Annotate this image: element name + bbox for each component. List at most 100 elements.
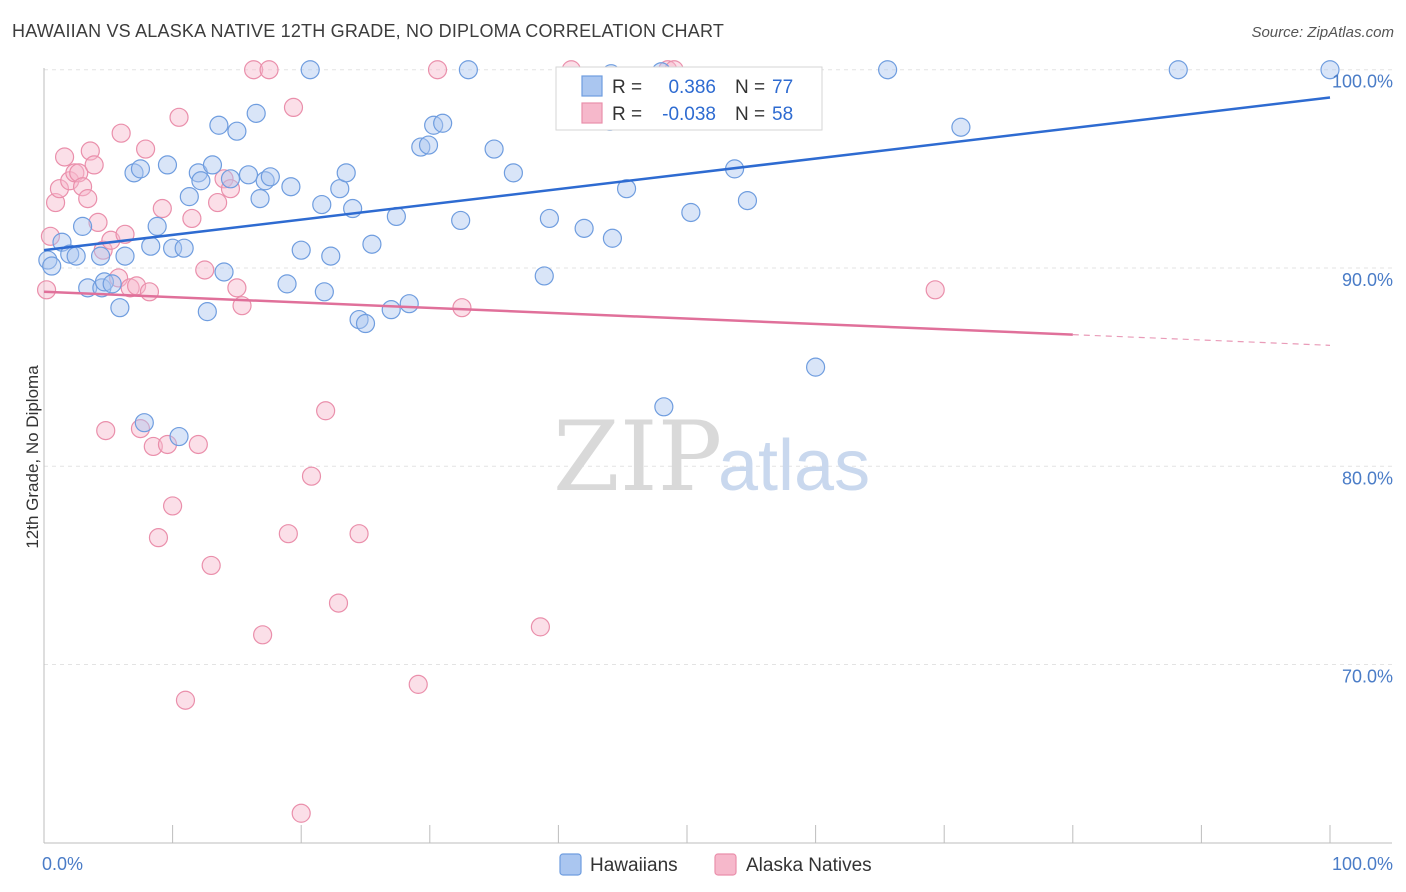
alaska-natives-point-48 <box>328 593 349 613</box>
hawaiians-point-38 <box>291 240 311 260</box>
hawaiians-point-56 <box>451 210 471 231</box>
alaska-natives-point-28 <box>163 496 183 516</box>
hawaiians-point-30 <box>227 121 247 141</box>
alaska-natives-point-3 <box>49 179 70 199</box>
hawaiians-point-72 <box>951 117 971 137</box>
hawaiians-point-62 <box>574 218 594 238</box>
hawaiians-point-27 <box>209 115 229 135</box>
y-tick-label-3: 70.0% <box>1342 667 1393 687</box>
alaska-natives-point-27 <box>157 434 178 455</box>
alaska-natives-point-34 <box>201 555 221 576</box>
alaska-natives-point-1 <box>40 226 61 246</box>
legend-r-label-2: R = <box>612 104 642 125</box>
hawaiians-point-44 <box>336 163 356 183</box>
hawaiians-point-25 <box>197 302 217 322</box>
alaska-natives-point-25 <box>148 528 169 548</box>
hawaiians-point-15 <box>134 413 154 433</box>
alaska-natives-point-40 <box>244 60 264 80</box>
alaska-natives-point-26 <box>152 198 172 219</box>
hawaiians-point-12 <box>115 246 135 266</box>
y-tick-label-2: 80.0% <box>1342 468 1393 488</box>
hawaiians-point-48 <box>362 234 382 254</box>
alaska-natives-point-29 <box>169 107 189 127</box>
correlation-legend: R = 0.386 N = 77 R = -0.038 N = 58 <box>555 66 823 131</box>
axes <box>43 68 1392 844</box>
legend-r-value-2: -0.038 <box>662 104 716 125</box>
legend-swatch-blue <box>581 75 603 97</box>
alaska-natives-point-50 <box>408 674 428 694</box>
bottom-legend-alaska-natives: Alaska Natives <box>746 855 872 876</box>
alaska-natives-point-12 <box>88 212 108 233</box>
hawaiians-point-33 <box>250 189 270 209</box>
watermark: ZIP atlas <box>553 401 870 513</box>
alaska-natives-point-44 <box>283 97 304 118</box>
alaska-natives-point-24 <box>143 436 163 457</box>
hawaiians-point-70 <box>805 357 826 377</box>
hawaiians-point-73 <box>1168 60 1188 80</box>
hawaiians-point-18 <box>157 155 178 175</box>
hawaiians-point-57 <box>458 60 478 80</box>
alaska-natives-point-0 <box>36 280 57 300</box>
legend-swatch-pink <box>581 102 603 124</box>
legend-n-value-1: 77 <box>772 77 793 98</box>
alaska-natives-point-9 <box>78 189 98 209</box>
chart-title: HAWAIIAN VS ALASKA NATIVE 12TH GRADE, NO… <box>12 21 725 41</box>
alaska-natives-trend-line-extension <box>1072 334 1331 346</box>
watermark-zip: ZIP <box>553 401 722 513</box>
hawaiians-point-52 <box>411 137 431 157</box>
hawaiians-point-47 <box>355 313 376 334</box>
alaska-natives-point-8 <box>72 177 93 197</box>
hawaiians-point-5 <box>72 216 93 236</box>
hawaiians-point-14 <box>130 159 151 179</box>
hawaiians-point-20 <box>169 426 189 447</box>
hawaiians-point-66 <box>654 397 674 417</box>
watermark-atlas: atlas <box>718 426 870 506</box>
hawaiians-point-65 <box>616 179 637 199</box>
hawaiians-point-24 <box>191 171 211 191</box>
hawaiians-point-29 <box>220 169 241 189</box>
bottom-legend-hawaiians: Hawaiians <box>590 855 678 876</box>
hawaiians-point-28 <box>214 262 234 282</box>
alaska-natives-point-14 <box>96 420 116 441</box>
hawaiians-point-67 <box>681 202 701 223</box>
alaska-natives-point-33 <box>195 260 215 280</box>
hawaiians-point-1 <box>42 256 62 276</box>
alaska-natives-point-22 <box>135 139 156 159</box>
hawaiians-point-11 <box>110 298 130 318</box>
alaska-natives-point-51 <box>427 60 448 80</box>
x-tick-label-0: 0.0% <box>42 854 83 874</box>
legend-n-label-1: N = <box>735 77 765 98</box>
hawaiians-point-59 <box>503 163 523 183</box>
y-axis-title: 12th Grade, No Diploma <box>23 365 42 549</box>
alaska-natives-point-36 <box>214 169 234 189</box>
alaska-natives-point-55 <box>925 280 945 300</box>
hawaiians-point-4 <box>66 246 86 266</box>
hawaiians-point-64 <box>602 228 623 248</box>
hawaiians-point-16 <box>141 236 161 256</box>
alaska-natives-point-35 <box>208 192 228 213</box>
alaska-natives-point-41 <box>253 625 273 645</box>
series-legend: Hawaiians Alaska Natives <box>559 853 872 876</box>
hawaiians-point-69 <box>737 191 758 211</box>
hawaiians-point-55 <box>433 113 453 133</box>
hawaiians-point-32 <box>246 103 266 123</box>
alaska-natives-point-52 <box>452 298 472 318</box>
x-tick-label-1: 100.0% <box>1332 854 1393 874</box>
hawaiians-point-53 <box>418 135 439 155</box>
alaska-natives-point-32 <box>188 434 208 455</box>
alaska-natives-point-45 <box>291 803 311 823</box>
hawaiians-point-58 <box>484 139 504 159</box>
hawaiians-point-40 <box>312 194 332 215</box>
y-tick-label-0: 100.0% <box>1332 72 1393 92</box>
legend-r-label-1: R = <box>612 77 642 98</box>
legend-r-value-1: 0.386 <box>668 77 716 98</box>
legend-n-label-2: N = <box>735 104 765 125</box>
alaska-natives-point-4 <box>54 147 75 167</box>
hawaiians-point-41 <box>314 282 334 302</box>
alaska-natives-point-17 <box>111 123 131 143</box>
series-hawaiians-points <box>38 60 1340 447</box>
tick-labels: 100.0% 90.0% 80.0% 70.0% 0.0% 100.0% <box>42 72 1393 874</box>
trend-lines <box>43 96 1331 346</box>
hawaiians-point-61 <box>539 208 559 229</box>
